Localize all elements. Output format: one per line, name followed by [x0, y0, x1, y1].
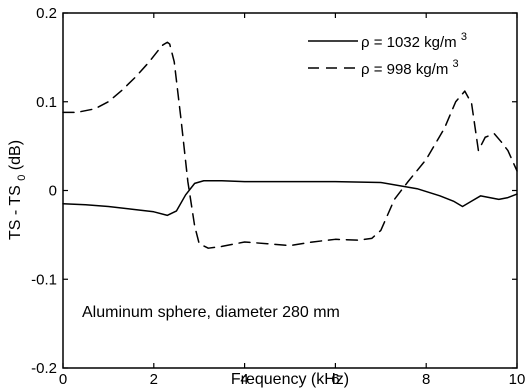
y-tick-label: 0	[49, 183, 57, 200]
legend-label-2-main: ρ = 998 kg/m	[361, 61, 448, 78]
x-tick-label: 2	[150, 371, 158, 388]
x-tick-label: 8	[422, 371, 430, 388]
y-tick-label: -0.2	[31, 360, 57, 377]
x-tick-label: 6	[331, 371, 339, 388]
ticks-layer: 0 2 4 6 8 10 -0.2 -0.1 0 0.1 0.2	[31, 5, 525, 388]
series-1032-line	[62, 179, 518, 217]
x-tick-label: 0	[59, 371, 67, 388]
x-tick-label: 10	[509, 371, 526, 388]
y-tick-label: 0.1	[36, 94, 57, 111]
x-tick-label: 4	[240, 371, 248, 388]
chart-annotation: Aluminum sphere, diameter 280 mm	[82, 304, 340, 321]
legend-label-1: ρ = 1032 kg/m 3	[361, 31, 467, 51]
legend: ρ = 1032 kg/m 3 ρ = 998 kg/m 3	[308, 31, 467, 78]
legend-label-2-superscript: 3	[453, 58, 459, 70]
y-axis-title: TS - TS 0 (dB)	[7, 140, 29, 240]
y-axis-title-subscript: 0	[16, 175, 28, 181]
legend-label-2: ρ = 998 kg/m 3	[361, 58, 459, 78]
series-998-line	[62, 41, 518, 249]
legend-label-1-main: ρ = 1032 kg/m	[361, 34, 457, 51]
y-axis-title-tail: (dB)	[7, 140, 24, 170]
y-tick-label: 0.2	[36, 5, 57, 22]
legend-label-1-superscript: 3	[461, 31, 467, 43]
y-axis-title-main: TS - TS	[7, 185, 24, 240]
series-layer	[62, 41, 518, 249]
y-tick-label: -0.1	[31, 271, 57, 288]
x-axis-title: Frequency (kHz)	[231, 371, 349, 388]
